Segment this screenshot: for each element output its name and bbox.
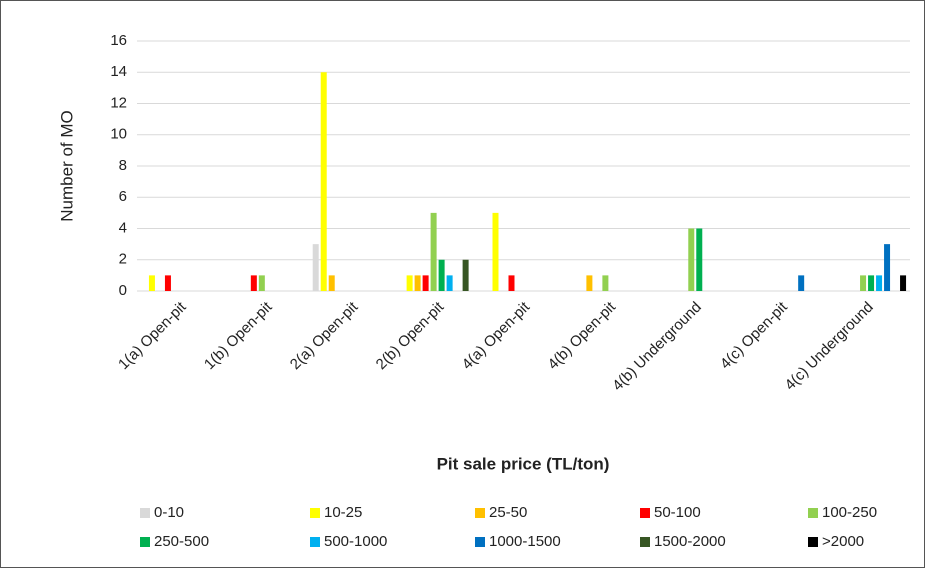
legend-label: >2000 [822,533,864,550]
bar [446,275,453,291]
bar [798,275,805,291]
legend-swatch [808,508,818,518]
x-axis-title: Pit sale price (TL/ton) [437,454,610,473]
legend-label: 250-500 [154,533,209,550]
legend-label: 1000-1500 [489,533,561,550]
legend-swatch [310,508,320,518]
bar [430,212,437,291]
bar [422,275,429,291]
y-axis-title: Number of MO [57,110,76,221]
bar [328,275,335,291]
bar [884,244,891,291]
bar [602,275,609,291]
y-tick-label: 6 [119,188,127,205]
legend-label: 100-250 [822,504,877,521]
legend-swatch [475,508,485,518]
legend-label: 1500-2000 [654,533,726,550]
legend-label: 25-50 [489,504,527,521]
legend-swatch [640,537,650,547]
bar [876,275,883,291]
bar [320,72,327,291]
y-tick-label: 14 [110,63,127,80]
legend-swatch [140,537,150,547]
bar [406,275,413,291]
bar [438,259,445,291]
y-tick-label: 8 [119,157,127,174]
legend-label: 500-1000 [324,533,387,550]
bar [860,275,867,291]
bar [148,275,155,291]
bar [868,275,875,291]
bar [312,244,319,291]
legend-label: 50-100 [654,504,701,521]
legend-swatch [475,537,485,547]
y-tick-label: 4 [119,219,127,236]
y-tick-label: 0 [119,282,127,299]
bar [414,275,421,291]
y-tick-label: 16 [110,32,127,49]
bar [258,275,265,291]
bar [508,275,515,291]
legend-swatch [640,508,650,518]
bar [492,212,499,291]
legend-swatch [808,537,818,547]
y-tick-label: 12 [110,94,127,111]
bar [250,275,257,291]
legend-label: 0-10 [154,504,184,521]
legend-swatch [140,508,150,518]
y-tick-label: 10 [110,126,127,143]
bar [688,228,695,291]
y-tick-label: 2 [119,251,127,268]
bar [900,275,907,291]
bar [586,275,593,291]
legend-swatch [310,537,320,547]
bar [696,228,703,291]
bar [164,275,171,291]
legend-label: 10-25 [324,504,362,521]
bar [462,259,469,291]
